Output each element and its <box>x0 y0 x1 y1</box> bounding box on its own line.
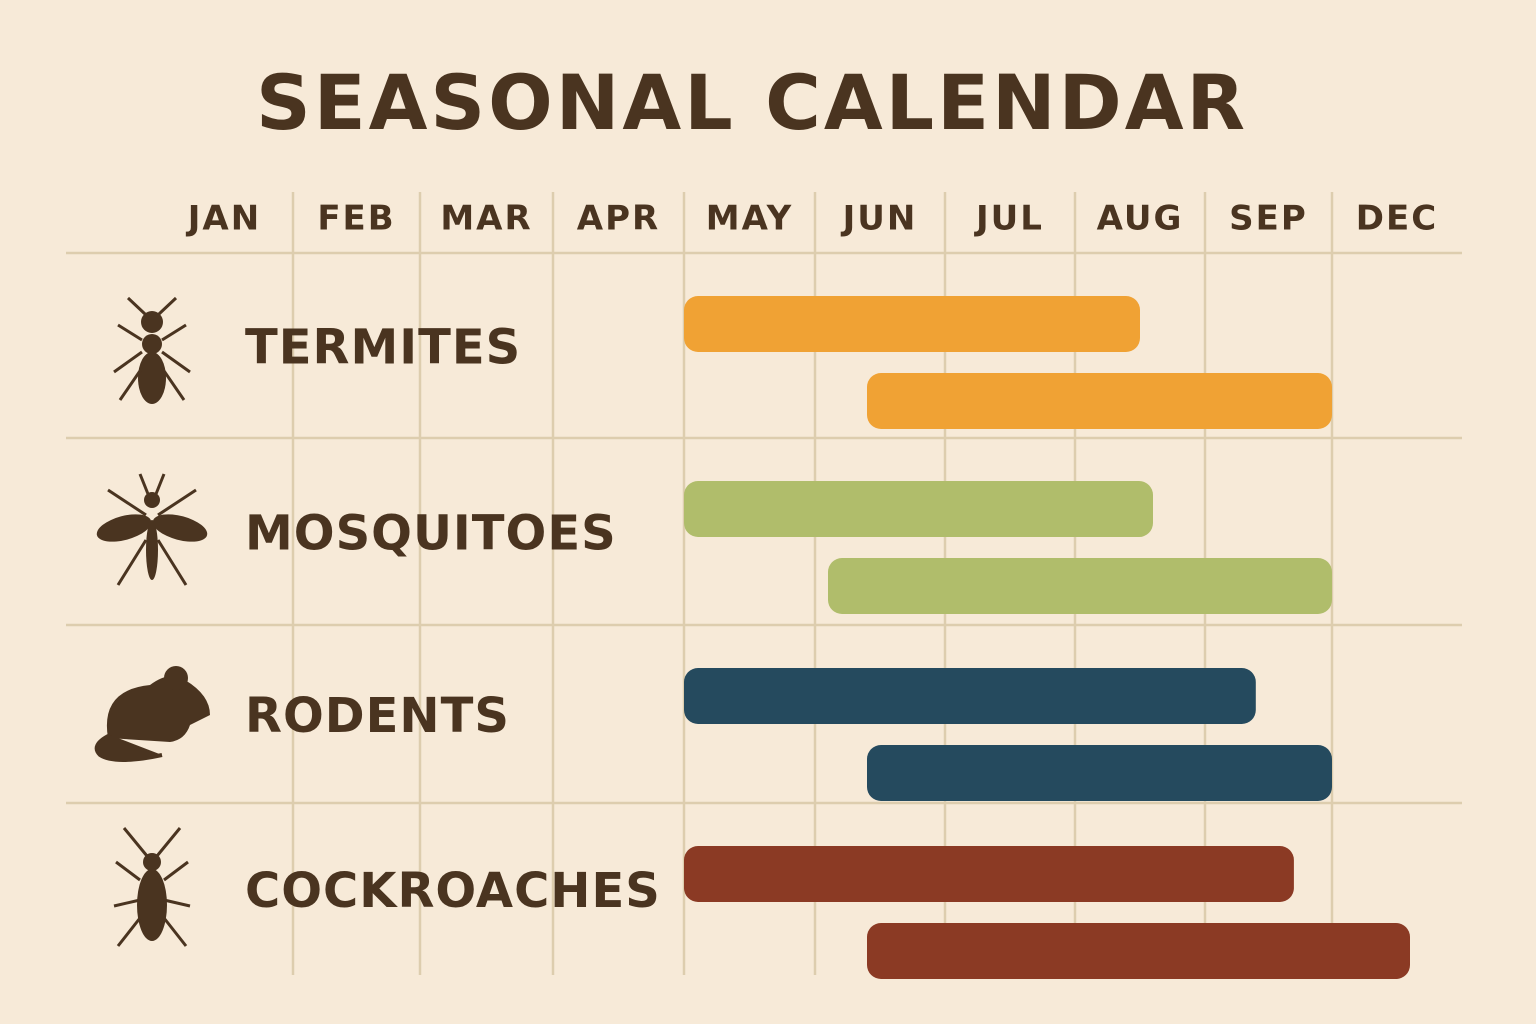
season-bar <box>867 373 1332 429</box>
month-label: JUL <box>974 199 1044 239</box>
month-label: JAN <box>186 199 261 239</box>
month-label: AUG <box>1097 199 1184 239</box>
mosquito-icon <box>96 473 208 586</box>
termite-icon <box>113 296 191 404</box>
season-bar <box>684 846 1294 902</box>
season-bar <box>867 923 1410 979</box>
row-label: TERMITES <box>245 320 521 376</box>
rodent-icon <box>94 666 210 762</box>
month-label: MAY <box>706 199 794 239</box>
season-bar <box>684 296 1140 352</box>
row-label: COCKROACHES <box>245 863 661 919</box>
month-label: JUN <box>841 199 918 239</box>
month-label: APR <box>577 199 660 239</box>
season-bar <box>867 745 1332 801</box>
row-label: MOSQUITOES <box>245 506 617 562</box>
season-bar <box>684 668 1256 724</box>
season-bar <box>684 481 1153 537</box>
month-label: MAR <box>440 199 532 239</box>
row-label: RODENTS <box>245 688 510 744</box>
month-label: FEB <box>317 199 395 239</box>
month-label: DEC <box>1356 199 1438 239</box>
season-bar <box>828 558 1332 614</box>
cockroach-icon <box>113 827 191 947</box>
chart-title: SEASONAL CALENDAR <box>256 58 1248 147</box>
month-label: SEP <box>1229 199 1308 239</box>
